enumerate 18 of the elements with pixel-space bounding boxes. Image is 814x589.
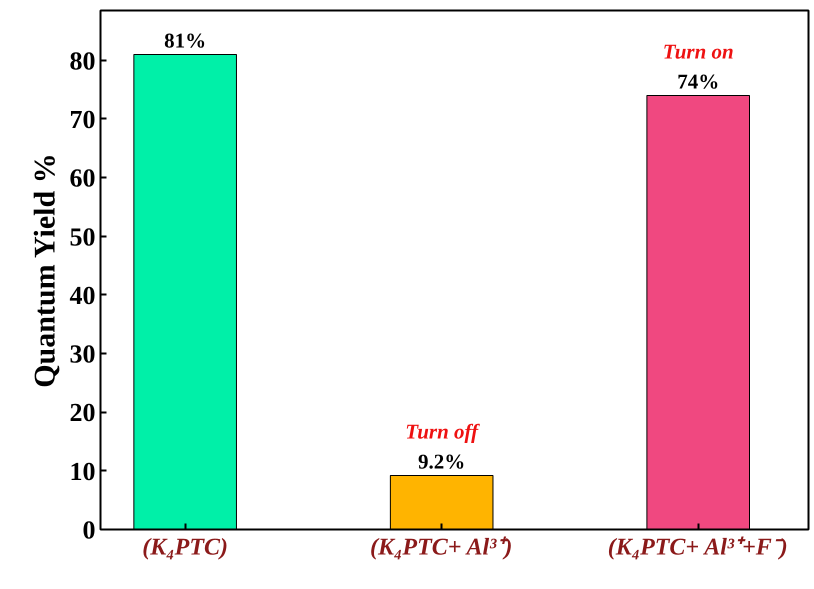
y-tick-label: 70 (70, 104, 96, 134)
y-tick-label: 20 (70, 398, 96, 428)
y-tick-label: 30 (70, 340, 96, 369)
y-tick-label: 40 (70, 280, 96, 310)
data-label: 9.2% (418, 450, 466, 474)
x-tick-label: (K₄PTC+ Al³⁺+F⁻) (608, 534, 788, 560)
data-label: 81% (164, 28, 206, 52)
data-label: 74% (677, 70, 720, 94)
y-tick-label: 10 (70, 456, 96, 486)
annotation: Turn off (405, 420, 480, 444)
annotation: Turn on (662, 40, 734, 64)
y-tick-label: 0 (82, 516, 96, 544)
y-tick-label: 80 (70, 46, 96, 76)
y-tick-label: 60 (70, 164, 96, 193)
y-axis-title: Quantum Yield % (28, 153, 62, 388)
x-tick-label: (K₄PTC+ Al³⁺) (370, 534, 512, 560)
y-tick-label: 50 (70, 222, 96, 252)
x-tick-label: (K₄PTC) (142, 534, 228, 560)
